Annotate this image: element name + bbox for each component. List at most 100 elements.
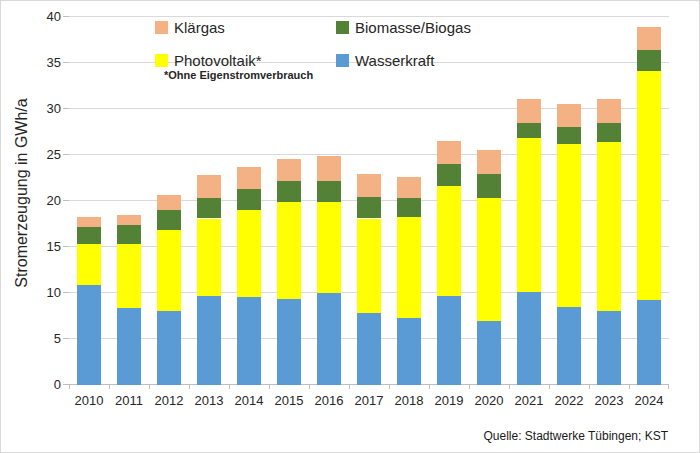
bar-segment-wasserkraft [317, 293, 341, 385]
bar-segment-klrgas [157, 195, 181, 210]
bar-segment-photovoltaik [557, 144, 581, 307]
bar-segment-klrgas [437, 141, 461, 164]
bar-segment-photovoltaik [597, 142, 621, 311]
bar-segment-biomassebiogas [517, 123, 541, 139]
bar-segment-wasserkraft [237, 297, 261, 385]
y-tick-mark [63, 62, 69, 63]
bar-segment-wasserkraft [477, 321, 501, 385]
y-tick-mark [63, 16, 69, 17]
y-tick-label: 5 [21, 331, 61, 347]
x-tick-label: 2016 [309, 393, 349, 408]
x-tick-mark [349, 385, 350, 389]
x-tick-label: 2021 [509, 393, 549, 408]
bar-segment-photovoltaik [517, 138, 541, 292]
x-tick-mark [668, 385, 669, 389]
legend-label: Biomasse/Biogas [355, 19, 471, 36]
biomasse-swatch-icon [336, 21, 349, 34]
bar-segment-photovoltaik [317, 202, 341, 293]
x-tick-mark [149, 385, 150, 389]
bar-segment-photovoltaik [157, 230, 181, 312]
bar-segment-photovoltaik [237, 210, 261, 296]
source-caption: Quelle: Stadtwerke Tübingen; KST [483, 429, 668, 443]
y-tick-mark [63, 154, 69, 155]
y-tick-label: 25 [21, 147, 61, 163]
y-tick-mark [63, 108, 69, 109]
bar-segment-wasserkraft [77, 285, 101, 385]
y-tick-mark [63, 338, 69, 339]
x-tick-label: 2014 [229, 393, 269, 408]
x-tick-mark [229, 385, 230, 389]
x-tick-label: 2010 [69, 393, 109, 408]
bar-segment-klrgas [397, 177, 421, 198]
bar-segment-wasserkraft [517, 292, 541, 385]
bar-segment-klrgas [317, 156, 341, 181]
bar-segment-photovoltaik [277, 202, 301, 300]
bar-segment-klrgas [237, 167, 261, 189]
y-tick-label: 30 [21, 101, 61, 117]
x-tick-label: 2017 [349, 393, 389, 408]
bar-segment-biomassebiogas [437, 164, 461, 186]
x-tick-label: 2018 [389, 393, 429, 408]
x-tick-mark [629, 385, 630, 389]
bar-segment-klrgas [197, 175, 221, 198]
y-tick-mark [63, 292, 69, 293]
y-tick-mark [63, 246, 69, 247]
bar-segment-wasserkraft [277, 299, 301, 385]
bar-segment-biomassebiogas [277, 181, 301, 202]
gridline [69, 16, 669, 17]
bar-segment-biomassebiogas [117, 225, 141, 244]
klaergas-swatch-icon [155, 21, 168, 34]
bar-segment-klrgas [597, 99, 621, 123]
y-tick-mark [63, 200, 69, 201]
bar-segment-klrgas [557, 104, 581, 127]
bar-segment-wasserkraft [157, 311, 181, 385]
legend-item-biomasse: Biomasse/Biogas [336, 18, 471, 36]
y-tick-label: 10 [21, 285, 61, 301]
bar-segment-biomassebiogas [237, 189, 261, 210]
bar-segment-photovoltaik [477, 198, 501, 320]
x-tick-label: 2022 [549, 393, 589, 408]
x-tick-label: 2020 [469, 393, 509, 408]
bar-segment-wasserkraft [397, 318, 421, 385]
bar-segment-wasserkraft [597, 311, 621, 385]
x-tick-mark [549, 385, 550, 389]
bar-segment-biomassebiogas [557, 127, 581, 144]
x-tick-mark [389, 385, 390, 389]
bar-segment-photovoltaik [117, 244, 141, 307]
y-tick-label: 20 [21, 193, 61, 209]
bar-segment-photovoltaik [437, 186, 461, 295]
x-tick-label: 2015 [269, 393, 309, 408]
plot-area: 0510152025303540201020112012201320142015… [69, 17, 669, 385]
legend-item-photovoltaik: Photovoltaik* [155, 51, 336, 69]
bar-segment-wasserkraft [437, 296, 461, 385]
y-tick-label: 15 [21, 239, 61, 255]
bar-segment-photovoltaik [357, 219, 381, 314]
bar-segment-klrgas [477, 150, 501, 174]
x-tick-mark [69, 385, 70, 389]
bar-segment-wasserkraft [117, 308, 141, 385]
bar-segment-wasserkraft [557, 307, 581, 385]
x-tick-mark [429, 385, 430, 389]
bar-segment-klrgas [77, 217, 101, 227]
x-tick-label: 2019 [429, 393, 469, 408]
bar-segment-wasserkraft [357, 313, 381, 385]
y-tick-label: 35 [21, 55, 61, 71]
legend-footnote: *Ohne Eigenstromverbrauch [164, 69, 313, 81]
x-tick-mark [509, 385, 510, 389]
legend: Klärgas Biomasse/Biogas Photovoltaik* Wa… [155, 18, 471, 69]
bar-segment-wasserkraft [637, 300, 661, 385]
bar-segment-biomassebiogas [77, 227, 101, 244]
bar-segment-photovoltaik [637, 71, 661, 300]
bar-segment-biomassebiogas [197, 198, 221, 218]
x-tick-mark [469, 385, 470, 389]
wasserkraft-swatch-icon [336, 54, 349, 67]
legend-label: Klärgas [174, 19, 225, 36]
bar-segment-klrgas [277, 159, 301, 181]
legend-item-wasserkraft: Wasserkraft [336, 51, 471, 69]
legend-item-klaergas: Klärgas [155, 18, 336, 36]
bar-segment-klrgas [517, 99, 541, 123]
photovoltaik-swatch-icon [155, 54, 168, 67]
bar-segment-klrgas [637, 27, 661, 50]
y-tick-label: 0 [21, 377, 61, 393]
chart-container: Stromerzeugung in GWh/a 0510152025303540… [0, 0, 700, 453]
